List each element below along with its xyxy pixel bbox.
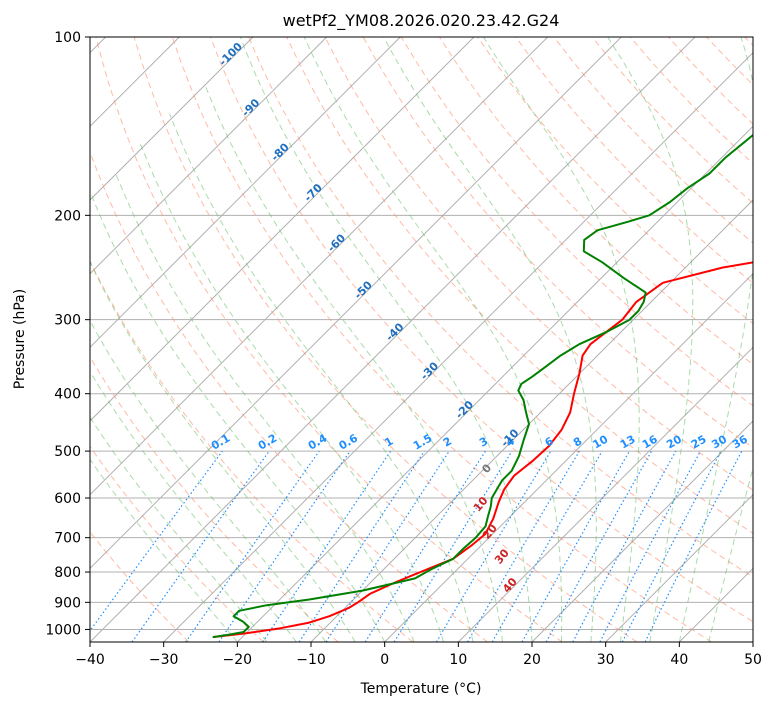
isotherm-line — [90, 37, 475, 422]
moist-adiabat-line — [90, 458, 238, 642]
y-tick-label: 200 — [54, 208, 81, 224]
x-tick-label: −40 — [75, 652, 105, 668]
mixing-ratio-line — [90, 450, 223, 632]
moist-adiabat-line — [169, 114, 474, 642]
mixing-ratio-line — [393, 450, 513, 642]
y-tick-label: 800 — [54, 565, 81, 581]
moist-adiabat-line — [90, 370, 297, 642]
isotherm-line — [90, 37, 328, 275]
y-tick-label: 1000 — [45, 622, 81, 638]
moist-adiabat-line — [303, 37, 563, 642]
moist-adiabat-line — [90, 416, 268, 642]
moist-adiabat-line — [239, 37, 533, 642]
mixing-ratio-line — [325, 450, 450, 642]
plot-frame — [89, 36, 754, 643]
moist-adiabat-line — [482, 37, 640, 642]
mixing-ratio-line — [218, 450, 351, 642]
x-tick-label: 10 — [449, 652, 467, 668]
mixing-ratio-line — [644, 450, 743, 642]
dry-adiabat-line — [90, 356, 339, 642]
y-axis-label: Pressure (hPa) — [12, 289, 28, 389]
isotherm-line — [90, 37, 622, 570]
isotherm-line — [605, 493, 753, 642]
y-tick-label: 500 — [54, 444, 81, 460]
x-tick-label: −10 — [296, 652, 326, 668]
dry-adiabat-line — [90, 445, 264, 642]
isotherm-line — [90, 37, 254, 201]
moist-adiabat-line — [204, 83, 503, 642]
isotherm-line — [752, 641, 753, 642]
y-axis: 1000 900 800 700 600 500 400 300 200 100 — [45, 30, 90, 638]
y-tick-label: 400 — [54, 387, 81, 403]
x-tick-label: 30 — [597, 652, 615, 668]
isotherm-line — [90, 37, 549, 496]
plot-area — [90, 37, 753, 642]
dry-adiabat-line — [95, 37, 563, 642]
dewpoint-profile-line — [212, 133, 753, 639]
dry-adiabat-line — [286, 37, 753, 534]
isotherm-line — [90, 37, 401, 349]
y-tick-label: 300 — [54, 313, 81, 329]
x-tick-label: 20 — [523, 652, 541, 668]
y-tick-label: 900 — [54, 595, 81, 611]
moist-adiabat-line — [90, 260, 356, 642]
mixing-ratio-line — [131, 450, 270, 642]
y-tick-label: 700 — [54, 531, 81, 547]
x-tick-label: 50 — [744, 652, 762, 668]
moist-adiabat-line — [607, 37, 694, 642]
moist-adiabat-line — [708, 466, 753, 642]
mixing-ratio-line — [185, 450, 320, 642]
isotherm-line — [90, 37, 696, 642]
isotherm-line — [163, 51, 753, 642]
mixing-ratio-line — [545, 450, 653, 642]
background-lines — [90, 37, 753, 642]
x-tick-label: 0 — [380, 652, 389, 668]
moist-adiabat-line — [678, 37, 753, 642]
dry-adiabat-line — [210, 37, 753, 623]
moist-adiabat-line — [90, 319, 327, 642]
isotherm-line — [236, 125, 753, 642]
moist-adiabat-line — [115, 173, 415, 642]
dry-adiabat-line — [248, 37, 753, 578]
x-axis: −40 −30 −20 −10 0 10 20 30 40 50 — [75, 642, 762, 668]
y-tick-label: 600 — [54, 491, 81, 507]
x-tick-label: −30 — [149, 652, 179, 668]
mixing-ratio-line — [521, 450, 631, 642]
moist-adiabat-line — [91, 195, 386, 642]
dry-adiabat-line — [515, 37, 753, 284]
data-lines — [212, 133, 753, 639]
temperature-profile-line — [212, 261, 753, 639]
moist-adiabat-line — [383, 37, 597, 642]
dry-adiabat-line — [171, 37, 712, 642]
moist-adiabat-line — [138, 141, 445, 642]
dry-adiabat-line — [133, 37, 638, 642]
chart-title: wetPf2_YM08.2026.020.23.42.G24 — [283, 11, 560, 31]
x-tick-label: −20 — [223, 652, 253, 668]
isotherm-line — [531, 420, 753, 642]
x-axis-label: Temperature (°C) — [360, 681, 482, 697]
x-tick-label: 40 — [670, 652, 688, 668]
mixing-ratio-line — [298, 450, 425, 642]
dry-adiabat-line — [90, 259, 414, 642]
mixing-ratio-line — [572, 450, 677, 642]
isotherm-line — [384, 272, 753, 642]
mixing-ratio-line — [262, 450, 392, 642]
y-tick-label: 100 — [54, 30, 81, 46]
